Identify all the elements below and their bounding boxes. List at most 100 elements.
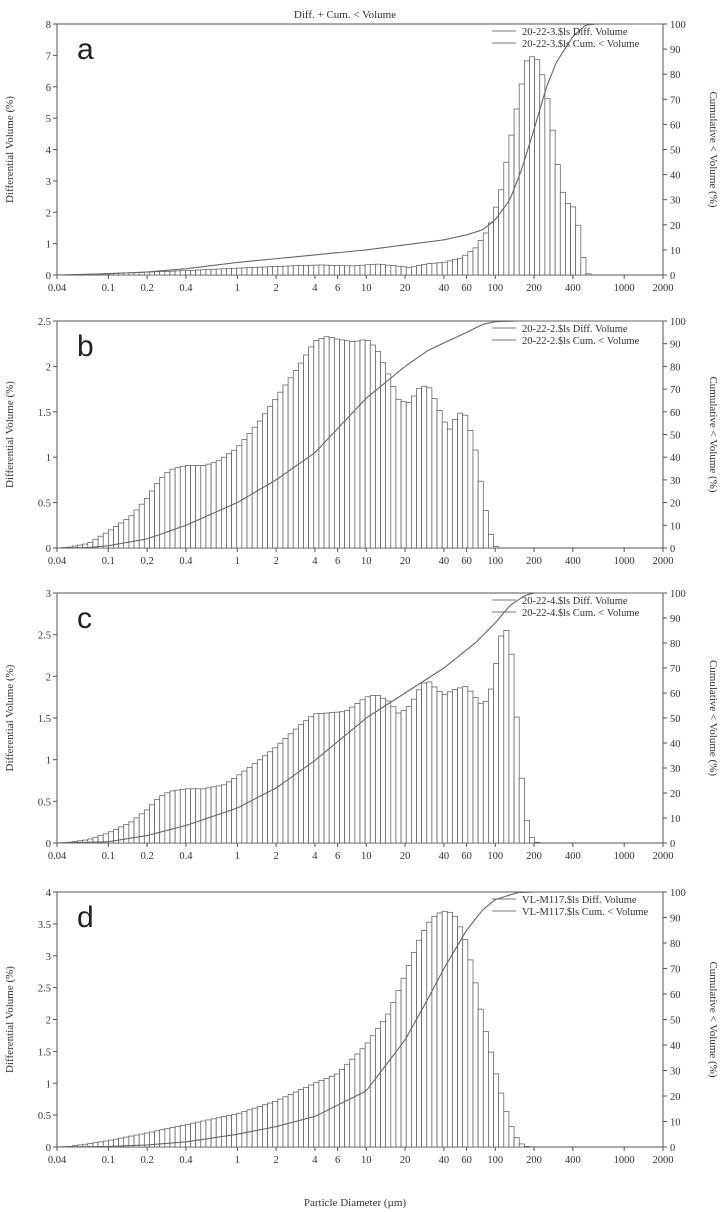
diff-volume-bar [323,1077,330,1148]
y2-tick-label: 60 [670,120,681,131]
y-tick-label: 1 [46,756,51,767]
diff-volume-bar [133,817,140,844]
diff-volume-bar [385,1013,392,1148]
diff-volume-bar [436,912,443,1148]
diff-volume-bar [426,921,433,1148]
x-tick-label: 100 [487,1155,503,1166]
y-tick-label: 0 [46,839,51,850]
y2-tick-label: 100 [670,317,686,328]
diff-volume-bar [441,910,448,1148]
diff-volume-bar [349,265,356,276]
y-tick-label: 0.5 [38,499,51,510]
diff-volume-bar [179,270,186,276]
diff-volume-bar [308,716,315,844]
y2-tick-label: 60 [670,689,681,700]
y2-tick-label: 90 [670,614,681,625]
diff-volume-bar [452,419,458,549]
panel-letter: b [77,330,94,363]
diff-volume-bar [128,821,135,844]
diff-volume-bar [195,465,202,549]
diff-volume-bar [308,346,315,549]
x-tick-label: 4 [312,283,318,294]
diff-volume-bar [287,733,294,844]
diff-volume-bar [236,774,243,844]
y2-tick-label: 70 [670,95,681,106]
y2-tick-label: 50 [670,431,681,442]
diff-volume-bar [272,1101,279,1148]
diff-volume-bar [395,265,402,276]
x-tick-label: 40 [439,283,450,294]
diff-volume-bar [246,433,253,549]
diff-volume-bar [523,60,530,276]
x-tick-label: 0.04 [48,556,67,567]
diff-volume-bar [369,263,376,276]
diff-volume-bar [446,691,453,844]
diff-volume-bar [195,1121,202,1148]
y-tick-label: 2.5 [38,984,51,995]
diff-volume-bar [421,385,428,549]
diff-volume-bar [169,790,176,844]
x-tick-label: 0.4 [179,556,193,567]
x-tick-label: 4 [312,556,318,567]
x-tick-label: 1 [235,1155,240,1166]
y-tick-label: 0 [46,544,51,555]
diff-volume-bar [523,820,530,844]
diff-volume-bar [488,222,494,276]
diff-volume-bar [267,406,274,549]
diff-volume-bar [529,837,535,844]
diff-volume-bar [215,1117,222,1148]
diff-volume-bar [282,738,289,844]
diff-volume-bar [411,698,417,844]
x-tick-label: 20 [400,556,411,567]
diff-volume-bar [513,1137,520,1148]
diff-volume-bar [262,755,268,844]
diff-volume-bar [236,1112,243,1148]
diff-volume-bar [462,254,469,276]
legend-entry: 20-22-4.$ls Diff. Volume [522,596,628,607]
y-tick-label: 2 [46,208,51,219]
x-tick-label: 0.1 [102,851,115,862]
y2-tick-label: 50 [670,714,681,725]
diff-volume-bar [349,341,356,549]
y2-tick-label: 90 [670,45,681,56]
diff-volume-bar [231,449,238,549]
x-tick-label: 200 [526,283,542,294]
diff-volume-bar [452,915,458,1148]
diff-volume-bar [441,261,448,276]
diff-volume-bar [380,1020,387,1148]
x-tick-label: 400 [565,556,581,567]
diff-volume-bar [554,164,561,276]
x-tick-label: 400 [565,1155,581,1166]
diff-volume-bar [298,362,304,549]
diff-volume-bar [426,263,433,276]
diff-volume-bar [333,338,340,549]
diff-volume-bar [298,265,304,276]
x-tick-label: 2000 [653,556,674,567]
diff-volume-bar [333,1073,340,1148]
diff-volume-bar [154,483,161,549]
y-tick-label: 2 [46,362,51,373]
diff-volume-bar [344,1063,351,1148]
y2-tick-label: 50 [670,146,681,157]
diff-volume-bar [385,264,392,276]
diff-volume-bar [400,710,407,844]
y2-tick-label: 60 [670,408,681,419]
diff-volume-bar [369,1035,376,1148]
y2-tick-label: 70 [670,385,681,396]
diff-volume-bar [457,687,464,844]
y2-tick-label: 70 [670,664,681,675]
y-tick-label: 1 [46,240,51,251]
x-tick-label: 40 [439,1155,450,1166]
diff-volume-bar [179,1125,186,1148]
diff-volume-bar [446,428,453,549]
cumulative-volume-line [56,23,663,276]
x-tick-label: 20 [400,1155,411,1166]
diff-volume-bar [262,266,268,276]
diff-volume-bar [339,265,345,276]
y2-tick-label: 80 [670,939,681,950]
diff-volume-bar [467,690,474,844]
diff-volume-bar [431,262,438,276]
diff-volume-bar [159,271,166,276]
diff-volume-bar [359,339,366,549]
